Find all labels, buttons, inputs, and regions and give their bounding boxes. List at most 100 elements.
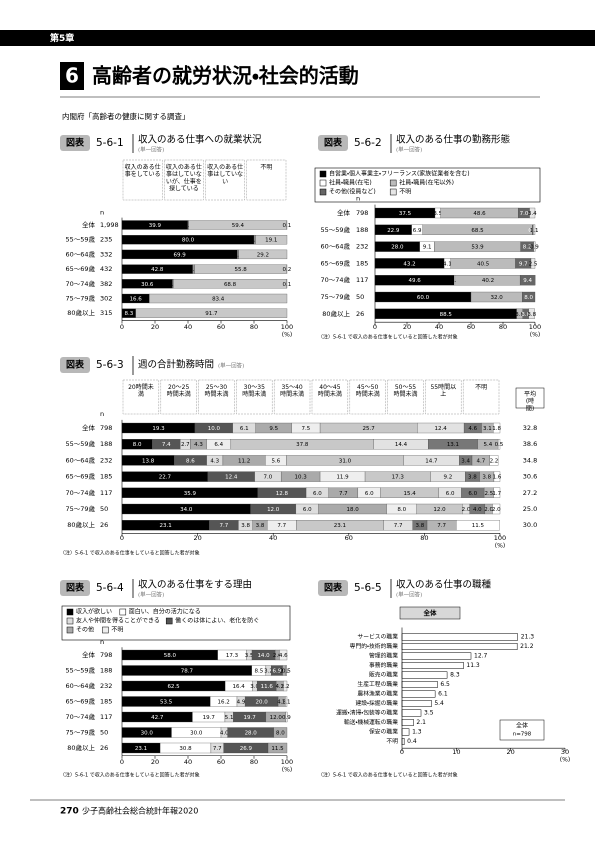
value-label: 8.3 — [124, 311, 133, 317]
legend-label: 55時間以上 — [430, 383, 456, 398]
value-label: 7.7 — [437, 523, 446, 529]
value-label: 0.9 — [234, 252, 243, 258]
group-header: 全体 — [424, 608, 438, 617]
value-label: 3.8 — [415, 523, 424, 529]
value-label: 3.2 — [264, 669, 273, 675]
legend-swatch — [319, 188, 327, 196]
value-label: 21.2 — [520, 643, 534, 650]
x-tick-label: 100 — [494, 534, 506, 542]
value-label: 4.7 — [477, 458, 486, 464]
value-label: 5.1 — [225, 715, 234, 721]
category-label: 全体 — [82, 650, 96, 659]
value-label: 35.9 — [184, 491, 197, 497]
legend-label: 収入のある仕事をしている — [125, 163, 161, 178]
legend-label: 25～30 時間未満 — [204, 384, 228, 398]
legend-swatch — [389, 179, 397, 187]
value-label: 2.6 — [273, 653, 282, 659]
category-label: 55～59歳 — [320, 225, 350, 234]
value-label: 9.4 — [523, 278, 532, 284]
n-value: 117 — [100, 489, 112, 497]
x-tick-label: 60 — [467, 323, 475, 331]
value-label: 6.0 — [365, 491, 374, 497]
value-label: 3.8 — [527, 312, 536, 318]
category-label: 専門的・技術的職業 — [350, 642, 399, 650]
value-label: 16.4 — [233, 684, 246, 690]
bar-segment — [493, 422, 501, 434]
value-label: 2.0 — [462, 507, 471, 513]
legend-label: 不明 — [399, 189, 411, 196]
value-label: 25.7 — [363, 426, 376, 432]
bar — [401, 633, 518, 641]
value-label: 69.9 — [174, 252, 187, 258]
value-label: 43.2 — [403, 261, 415, 267]
bar-segment — [493, 487, 501, 498]
x-tick-label: 100 — [529, 323, 541, 331]
value-label: 88.5 — [440, 312, 453, 318]
value-label: 5.4 — [484, 442, 493, 448]
value-label: 0.9 — [282, 715, 291, 721]
category-label: 75～79歳 — [65, 504, 95, 513]
x-tick-label: 0 — [120, 323, 124, 331]
n-value: 432 — [100, 265, 112, 273]
value-label: 68.5 — [471, 228, 484, 234]
bar — [401, 652, 472, 660]
value-label: 8.6 — [186, 458, 195, 464]
legend-label: 35～40 時間未満 — [280, 384, 304, 398]
value-label: 1.1 — [530, 228, 539, 234]
figure-tag: 図表 — [324, 137, 343, 149]
value-label: 8.0 — [397, 507, 406, 513]
value-label: 28.0 — [391, 245, 404, 251]
value-label: 4.0 — [473, 507, 482, 513]
value-label: 0.2 — [282, 267, 291, 273]
value-label: 3.8 — [256, 523, 265, 529]
figure-subtitle: (単一回答) — [138, 146, 164, 154]
legend-swatch — [66, 626, 74, 634]
category-label: 65～69歳 — [65, 697, 95, 706]
category-label: 80歳以上 — [322, 309, 350, 318]
value-label: 6.4 — [214, 442, 223, 448]
figure-tag-box — [318, 580, 348, 596]
value-label: 9.2 — [443, 475, 452, 481]
category-label: 80歳以上 — [67, 743, 95, 752]
legend-label: 働くのは体によい、老化を防ぐ — [175, 617, 259, 625]
value-label: 0.5 — [169, 282, 178, 288]
legend-label: 不明 — [475, 384, 487, 391]
value-label: 7.5 — [302, 426, 311, 432]
n-value: 332 — [100, 250, 112, 258]
x-tick-label: 0 — [400, 748, 404, 756]
bar-segment — [267, 742, 288, 754]
legend-label: 全体 — [516, 722, 528, 730]
legend-label: 20時間未満 — [128, 383, 154, 398]
value-label: 4.1 — [443, 261, 452, 267]
page-number: 270 — [60, 807, 79, 817]
section-number-box — [60, 62, 84, 90]
bar-segment — [492, 503, 501, 515]
category-label: 事務的職業 — [369, 661, 398, 669]
value-label: 3.8 — [482, 475, 491, 481]
value-label: 30.8 — [179, 746, 192, 752]
value-label: 7.4 — [162, 442, 171, 448]
legend-cell — [311, 379, 349, 415]
value-label: 2.1 — [280, 669, 289, 675]
category-label: 60～64歳 — [65, 455, 95, 464]
category-label: 農林漁業の職業 — [357, 690, 398, 698]
value-label: 9.1 — [423, 245, 432, 251]
legend-box — [314, 167, 541, 203]
value-label: 0.1 — [283, 223, 292, 229]
value-label: 1.6 — [493, 475, 502, 481]
figure-title: 収入のある仕事をする理由 — [138, 579, 252, 591]
x-tick-label: 20 — [507, 748, 515, 756]
category-label: 75～79歳 — [65, 294, 95, 303]
value-label: 7.7 — [339, 491, 348, 497]
x-tick-label: 20 — [151, 323, 159, 331]
legend-label: 収入のある仕事はしていない — [207, 163, 243, 185]
value-label: 0.4 — [407, 738, 417, 745]
n-value: 185 — [356, 259, 368, 267]
n-value: 185 — [100, 698, 112, 706]
value-label: 11.5 — [472, 523, 485, 529]
n-value: 315 — [100, 309, 112, 317]
value-label: 40.5 — [477, 261, 490, 267]
bar-segment — [530, 258, 536, 269]
legend-swatch — [319, 170, 327, 178]
